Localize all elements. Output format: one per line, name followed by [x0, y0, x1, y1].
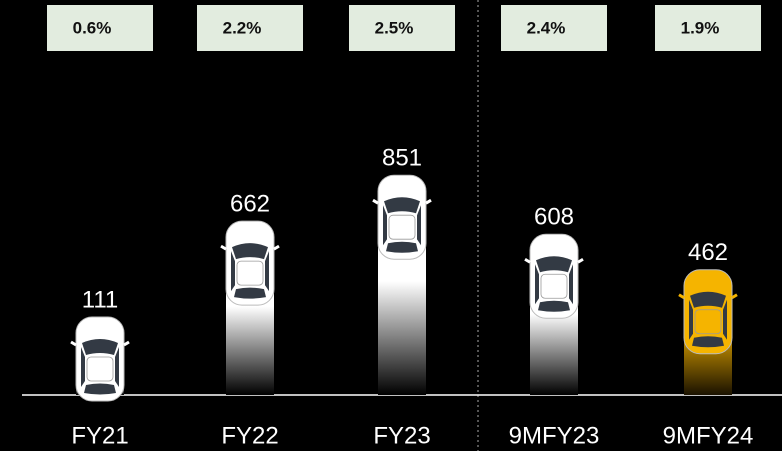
- x-tick-label: FY22: [221, 422, 278, 449]
- mirror-right: [425, 198, 432, 205]
- roof: [694, 309, 722, 335]
- share-box: [501, 5, 607, 51]
- side-window-left: [231, 251, 235, 292]
- windshield: [690, 291, 726, 308]
- value-label: 851: [382, 145, 422, 172]
- rear-window: [692, 336, 724, 348]
- side-window-left: [689, 299, 693, 340]
- value-label: 608: [534, 204, 574, 231]
- side-window-right: [417, 205, 421, 246]
- car-icon: [70, 316, 130, 402]
- roof: [86, 356, 114, 382]
- roof: [236, 260, 264, 286]
- windshield: [232, 243, 268, 260]
- rear-window: [84, 383, 116, 395]
- side-window-left: [383, 205, 387, 246]
- roof: [388, 214, 416, 240]
- side-window-left: [81, 347, 85, 387]
- share-box: [197, 5, 303, 51]
- rear-window: [386, 241, 418, 253]
- side-window-right: [723, 299, 727, 340]
- share-box: [349, 5, 455, 51]
- share-label: 2.5%: [375, 18, 414, 37]
- side-window-right: [115, 347, 119, 387]
- share-label: 2.4%: [527, 18, 566, 37]
- mirror-right: [577, 257, 584, 264]
- x-tick-label: 9MFY23: [509, 422, 600, 449]
- share-box: [655, 5, 761, 51]
- mirror-left: [678, 293, 685, 300]
- car-icon: [678, 269, 738, 355]
- value-label: 462: [688, 239, 728, 266]
- side-window-right: [265, 251, 269, 292]
- windshield: [82, 339, 118, 355]
- rear-window: [538, 300, 570, 312]
- share-label: 1.9%: [681, 18, 720, 37]
- share-box: [47, 5, 153, 51]
- roof: [540, 273, 568, 299]
- mirror-left: [372, 198, 379, 205]
- rear-window: [234, 287, 266, 299]
- x-tick-label: FY21: [71, 422, 128, 449]
- share-label: 2.2%: [223, 18, 262, 37]
- mirror-right: [123, 340, 130, 347]
- car-icon: [372, 174, 432, 260]
- windshield: [536, 256, 572, 273]
- side-window-left: [535, 264, 539, 305]
- share-label: 0.6%: [73, 18, 112, 37]
- side-window-right: [569, 264, 573, 305]
- value-label: 111: [82, 286, 118, 313]
- mirror-right: [273, 244, 280, 251]
- car-icon: [524, 233, 584, 319]
- mirror-left: [220, 244, 227, 251]
- car-icon: [220, 220, 280, 306]
- windshield: [384, 197, 420, 214]
- mirror-left: [524, 257, 531, 264]
- mirror-right: [731, 293, 738, 300]
- value-label: 662: [230, 190, 270, 217]
- mirror-left: [70, 340, 77, 347]
- x-tick-label: FY23: [373, 422, 430, 449]
- x-tick-label: 9MFY24: [663, 422, 754, 449]
